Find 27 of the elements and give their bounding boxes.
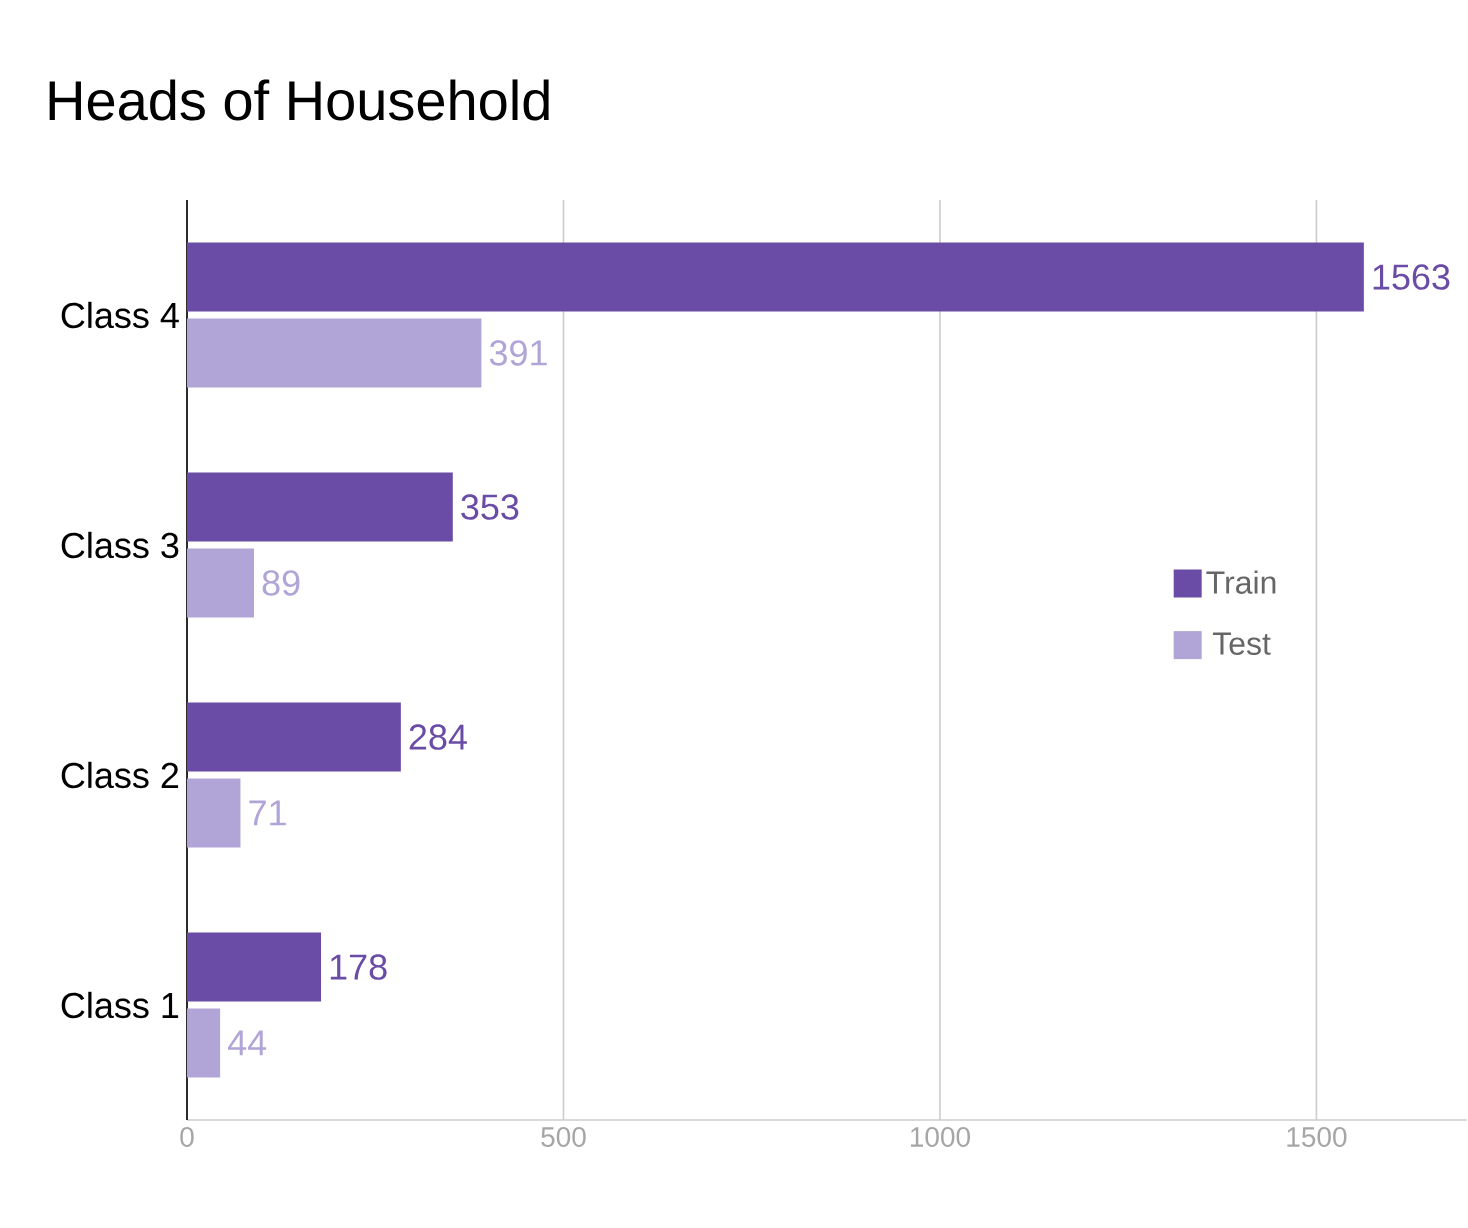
legend-label: Test [1212, 632, 1271, 655]
bar [187, 702, 401, 772]
bar [187, 548, 255, 618]
chart-title: Heads of Household [49, 79, 549, 121]
x-tick-label: 1500 [1287, 1127, 1347, 1147]
data-label: 353 [461, 494, 519, 520]
data-label: 178 [330, 954, 387, 980]
data-label: 284 [409, 724, 467, 750]
bar [187, 318, 482, 388]
x-tick-label: 0 [180, 1127, 194, 1147]
data-label: 71 [249, 800, 286, 826]
bar [187, 472, 453, 542]
bar [187, 932, 322, 1002]
y-tick-label: Class 3 [61, 531, 179, 559]
x-tick-label: 1000 [910, 1127, 970, 1147]
y-tick-label: Class 1 [61, 991, 179, 1019]
data-label: 89 [262, 570, 300, 596]
bar [187, 778, 241, 848]
legend-label: Train [1206, 570, 1276, 594]
data-label: 391 [489, 340, 547, 366]
y-tick-label: Class 2 [61, 761, 179, 789]
bar [187, 1008, 221, 1078]
data-label: 44 [228, 1030, 267, 1056]
data-label: 1563 [1373, 264, 1450, 290]
y-tick-label: Class 4 [61, 301, 179, 329]
x-tick-label: 500 [541, 1127, 586, 1147]
bar [187, 242, 1364, 312]
